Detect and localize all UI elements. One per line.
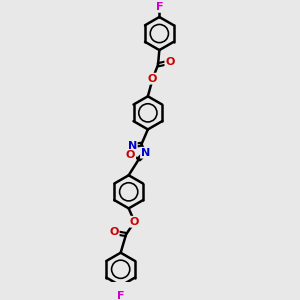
Text: O: O [126,150,135,160]
Text: F: F [117,291,124,300]
Text: O: O [148,74,158,84]
Text: N: N [128,141,137,151]
Text: O: O [165,57,175,67]
Text: O: O [130,217,139,227]
Text: F: F [156,2,163,12]
Text: O: O [109,227,119,237]
Text: N: N [141,148,150,158]
